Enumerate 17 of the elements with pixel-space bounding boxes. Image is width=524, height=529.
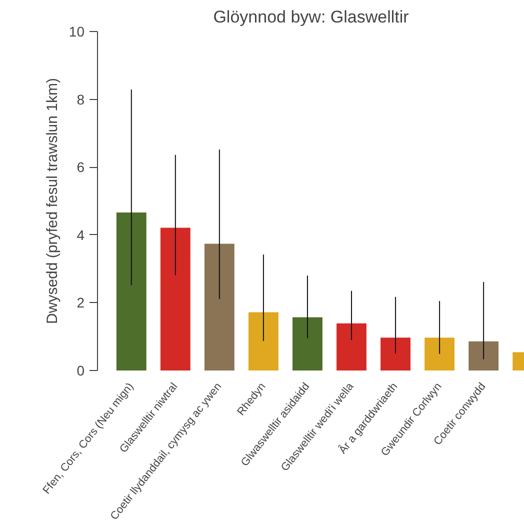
y-tick-label: 0 [76,362,85,378]
y-tick-label: 8 [76,91,85,108]
y-axis-title: Dwysedd (pryfed fesul trawslun 1km) [44,78,61,324]
bar [204,244,234,370]
bar [336,323,366,370]
chart-title: Glöynnod byw: Glaswelltir [213,8,410,26]
bar [160,228,190,370]
bar [468,341,499,370]
bar [248,312,278,370]
bar [116,212,146,370]
y-tick-label: 6 [76,159,85,176]
y-tick-label: 10 [68,24,85,40]
bar [292,317,322,370]
y-tick-label: 4 [76,226,85,243]
bar [380,338,410,370]
y-tick-label: 2 [76,294,85,311]
bar [424,338,455,370]
